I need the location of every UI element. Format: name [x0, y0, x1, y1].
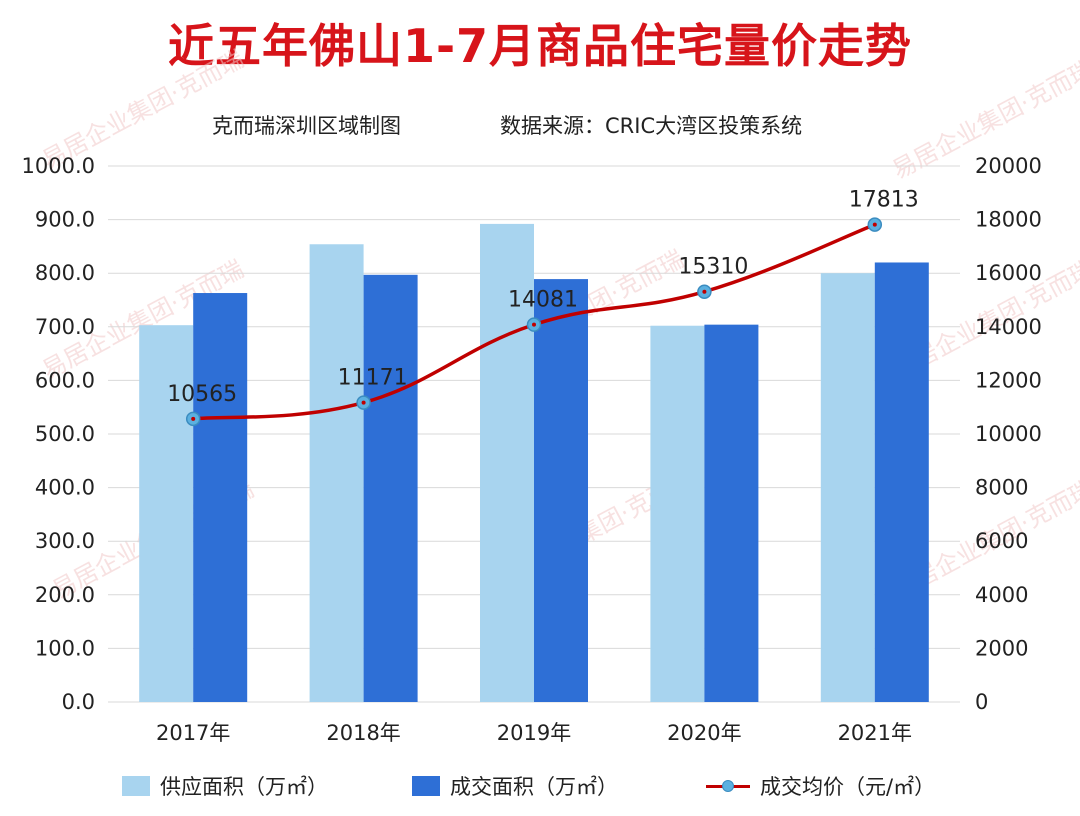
- bar-deal: [534, 279, 588, 702]
- price-point-center: [872, 222, 877, 227]
- legend-swatch-deal: [412, 776, 440, 796]
- y-right-tick-label: 8000: [975, 476, 1028, 500]
- price-data-label: 15310: [678, 255, 748, 280]
- price-data-label: 10565: [167, 382, 237, 407]
- y-right-tick-label: 2000: [975, 636, 1028, 660]
- y-left-tick-label: 200.0: [35, 583, 95, 607]
- legend-label-supply: 供应面积（万㎡）: [160, 775, 328, 799]
- labels: 0.0 100.0 200.0 300.0 400.0 500.0 600.0 700.0 80…: [22, 154, 1042, 745]
- y-left-tick-label: 500.0: [35, 422, 95, 446]
- legend-item-supply: 供应面积（万㎡）: [122, 768, 328, 804]
- y-left-tick-label: 1000.0: [22, 154, 95, 178]
- bar-supply: [820, 273, 875, 702]
- price-point-center: [361, 400, 366, 405]
- x-tick-label: 2017年: [156, 721, 230, 745]
- legend-label-deal: 成交面积（万㎡）: [450, 775, 618, 799]
- bar-deal: [363, 274, 418, 702]
- y-right-tick-label: 16000: [975, 261, 1042, 285]
- y-right-tick-label: 14000: [975, 315, 1042, 339]
- y-left-tick-label: 0.0: [62, 690, 95, 714]
- y-right-tick-label: 20000: [975, 154, 1042, 178]
- legend-line-price: [706, 776, 750, 796]
- legend-swatch-supply: [122, 776, 150, 796]
- legend: 供应面积（万㎡） 成交面积（万㎡） 成交均价（元/㎡）: [0, 768, 1080, 804]
- x-tick-label: 2021年: [838, 721, 912, 745]
- x-tick-label: 2020年: [667, 721, 741, 745]
- y-right-tick-label: 10000: [975, 422, 1042, 446]
- y-right-tick-label: 12000: [975, 368, 1042, 392]
- y-left-tick-label: 800.0: [35, 261, 95, 285]
- bar-deal: [704, 324, 759, 702]
- y-left-tick-label: 700.0: [35, 315, 95, 339]
- price-point-center: [191, 416, 196, 421]
- price-data-label: 11171: [338, 366, 408, 391]
- bar-supply: [480, 223, 534, 702]
- y-left-tick-label: 100.0: [35, 636, 95, 660]
- x-tick-label: 2018年: [326, 721, 400, 745]
- price-data-label: 17813: [849, 188, 919, 213]
- y-right-tick-label: 6000: [975, 529, 1028, 553]
- bars: [139, 223, 929, 703]
- bar-supply: [650, 325, 705, 702]
- bar-deal: [874, 262, 929, 702]
- y-left-tick-label: 600.0: [35, 368, 95, 392]
- bar-deal: [193, 293, 248, 702]
- page-title: 近五年佛山1-7月商品住宅量价走势: [167, 19, 913, 73]
- y-right-tick-label: 0: [975, 690, 988, 714]
- price-point-center: [702, 289, 707, 294]
- x-tick-label: 2019年: [497, 721, 571, 745]
- y-left-tick-label: 400.0: [35, 476, 95, 500]
- y-left-tick-label: 900.0: [35, 208, 95, 232]
- legend-item-price: 成交均价（元/㎡）: [706, 768, 935, 804]
- y-right-tick-label: 4000: [975, 583, 1028, 607]
- y-left-tick-label: 300.0: [35, 529, 95, 553]
- data-source: 数据来源：CRIC大湾区投策系统: [500, 114, 803, 138]
- y-right-tick-label: 18000: [975, 208, 1042, 232]
- price-line: [185, 217, 883, 427]
- legend-item-deal: 成交面积（万㎡）: [412, 768, 618, 804]
- price-point-center: [532, 322, 536, 327]
- bar-supply: [309, 244, 364, 703]
- price-data-label: 14081: [508, 288, 578, 313]
- chart-credit: 克而瑞深圳区域制图: [212, 114, 401, 138]
- legend-label-price: 成交均价（元/㎡）: [760, 775, 936, 799]
- bar-supply: [139, 325, 194, 702]
